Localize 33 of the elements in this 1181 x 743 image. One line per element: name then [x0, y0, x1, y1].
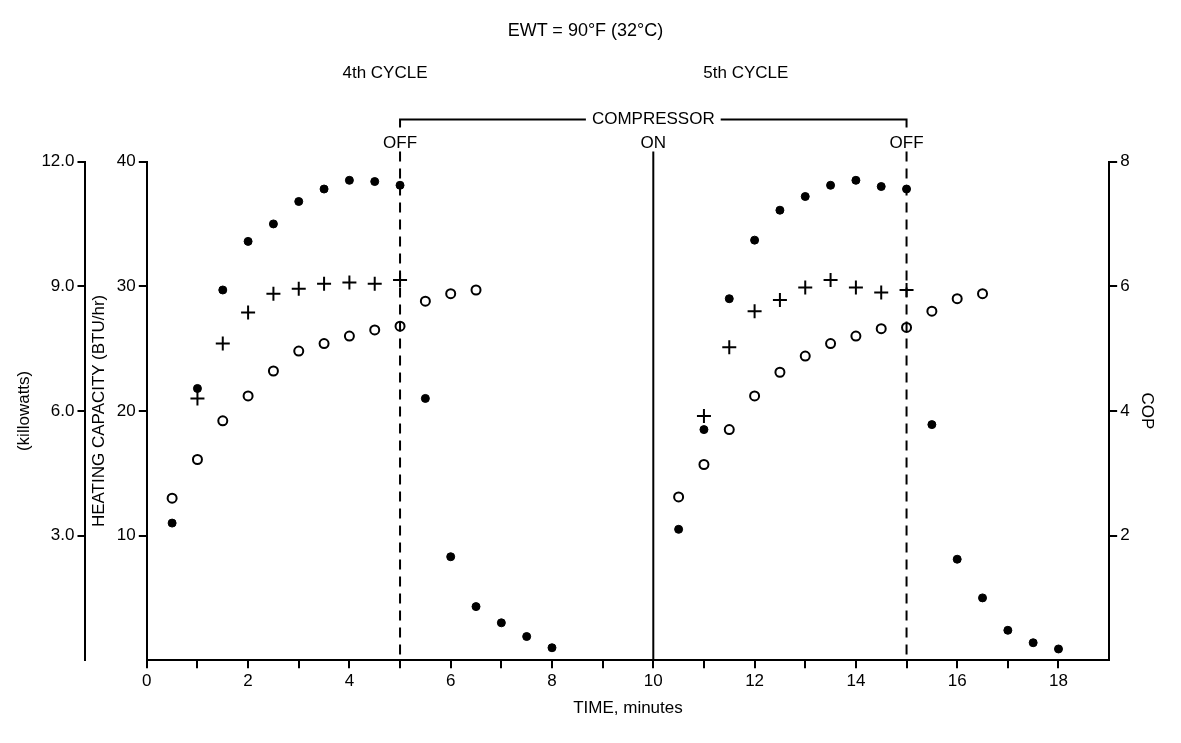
y-tick-label: 20 — [116, 400, 136, 420]
y3-tick-label: 9.0 — [50, 275, 75, 295]
text: 5th CYCLE — [703, 62, 789, 82]
y3-tick-label: 12.0 — [41, 151, 75, 171]
y3-axis-title: (killowatts) — [13, 370, 33, 452]
x-tick-label: 16 — [947, 671, 967, 691]
y-tick-label: 30 — [116, 275, 136, 295]
x-tick-label: 6 — [445, 671, 456, 691]
x-tick-label: 14 — [846, 671, 866, 691]
y2-tick-label: 4 — [1120, 400, 1130, 420]
x-tick-label: 10 — [643, 671, 663, 691]
ref-line-label: OFF — [889, 132, 924, 152]
chart-title: EWT = 90°F (32°C) — [507, 19, 664, 40]
x-tick-label: 0 — [142, 671, 152, 691]
y-axis-title: HEATING CAPACITY (BTU/hr) — [89, 294, 109, 528]
y2-tick-label: 2 — [1120, 525, 1130, 545]
y-tick-label: 10 — [116, 525, 136, 545]
text: COMPRESSOR — [591, 109, 715, 129]
x-tick-label: 2 — [243, 671, 253, 691]
x-axis-title: TIME, minutes — [573, 698, 683, 718]
y2-tick-label: 8 — [1120, 151, 1130, 171]
y-tick-label: 40 — [116, 151, 136, 171]
x-tick-label: 4 — [344, 671, 355, 691]
y2-tick-label: 6 — [1120, 275, 1130, 295]
ref-line-label: ON — [640, 132, 667, 152]
x-tick-label: 18 — [1049, 671, 1068, 691]
x-tick-label: 8 — [547, 671, 557, 691]
text: 4th CYCLE — [342, 62, 428, 82]
y3-tick-label: 6.0 — [50, 400, 75, 420]
x-tick-label: 12 — [745, 671, 765, 691]
ref-line-label: OFF — [383, 132, 418, 152]
y3-tick-label: 3.0 — [50, 525, 75, 545]
y2-axis-title: COP — [1138, 392, 1158, 430]
